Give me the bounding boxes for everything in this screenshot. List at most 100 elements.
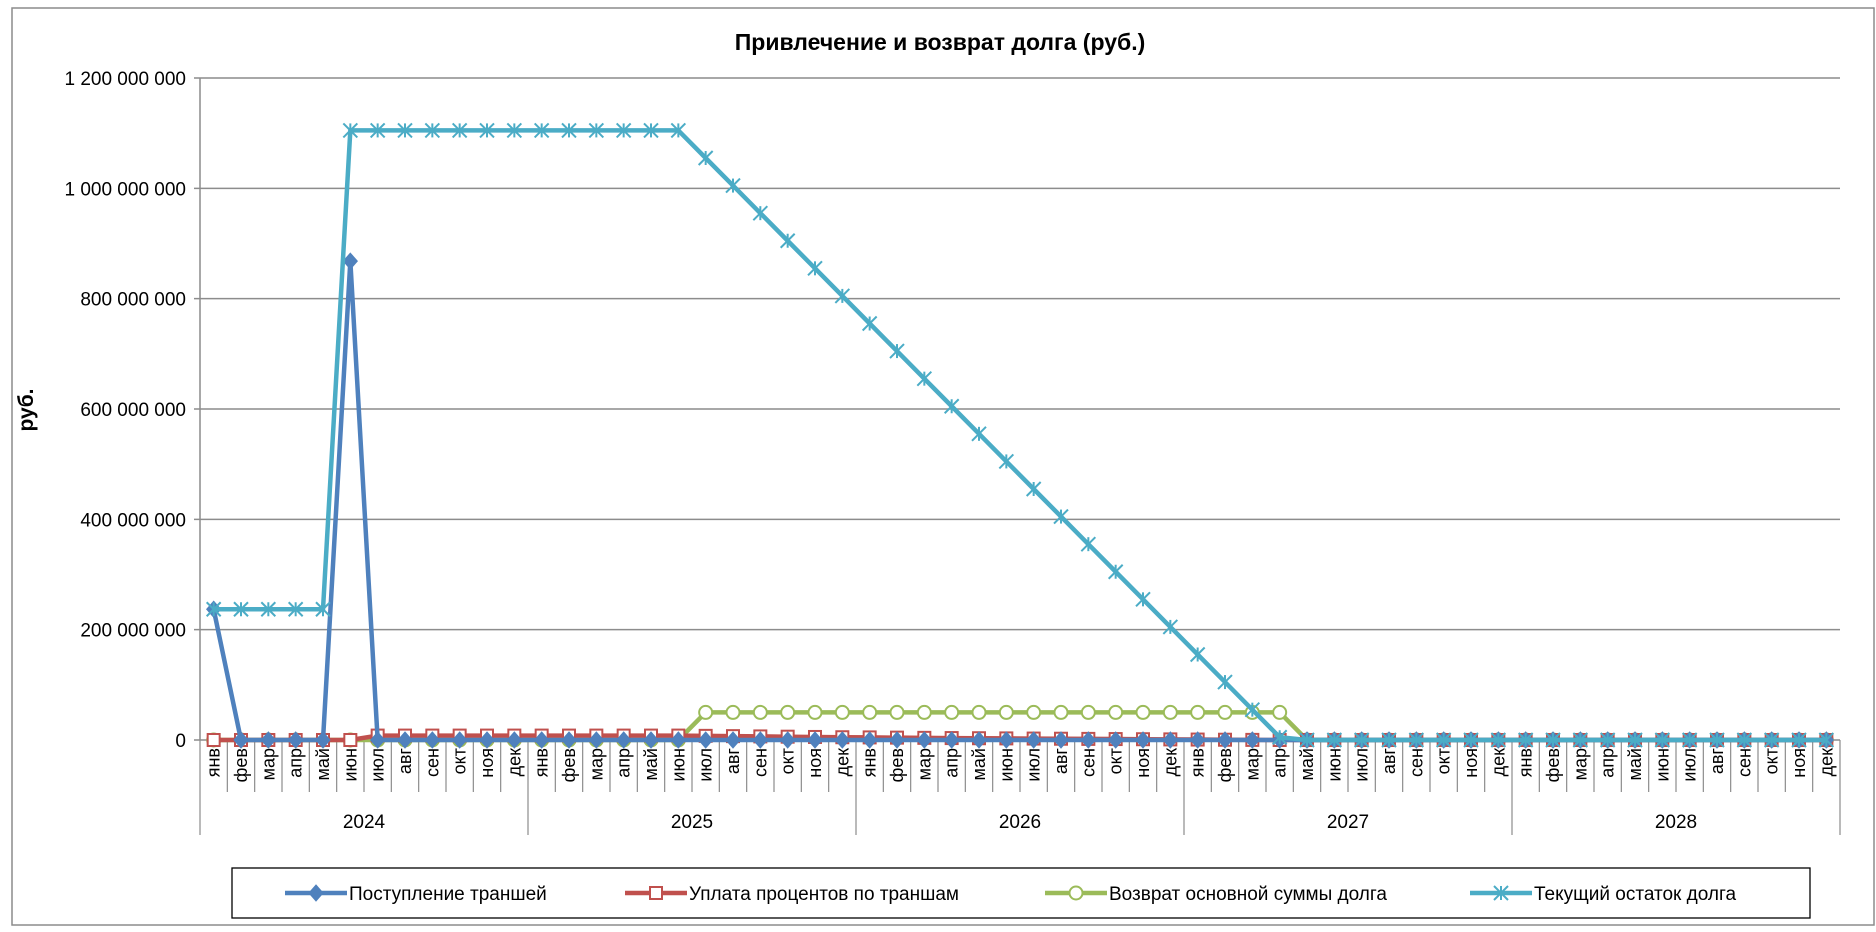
x-year-label: 2027 [1327,812,1369,833]
x-month-label: ноя [1461,748,1481,778]
data-point [534,731,550,749]
x-month-label: апр [1270,748,1290,778]
data-point [698,704,714,720]
data-point [1353,732,1370,748]
data-point [807,704,823,720]
legend-item-1: Уплата процентов по траншам [625,884,959,905]
data-point [1272,704,1288,720]
x-month-label: июл [1680,748,1700,782]
x-month-label: фев [231,748,251,782]
data-point [1217,704,1233,720]
data-point [1026,704,1042,720]
x-month-label: июл [1352,748,1372,782]
x-month-label: мар [258,748,278,780]
data-point [233,731,249,749]
data-point [779,233,796,249]
x-month-label: май [1625,748,1645,780]
data-point [1517,732,1534,748]
data-point [725,731,741,749]
data-point [1080,731,1096,749]
data-point [725,177,741,194]
x-month-label: ноя [1133,748,1153,778]
x-month-label: июн [668,748,688,782]
x-month-label: мар [914,748,934,780]
x-month-label: янв [204,748,224,777]
y-tick-label: 200 000 000 [80,621,186,642]
data-point [889,704,905,720]
x-month-label: авг [1379,748,1399,775]
x-month-label: июл [696,748,716,782]
legend-swatch-marker [1493,885,1509,901]
data-point [315,601,331,617]
data-point [1162,619,1179,635]
x-month-label: дек [504,748,524,777]
data-point [1435,732,1452,748]
data-point [1107,564,1124,580]
legend-label: Текущий остаток долга [1534,884,1736,905]
data-point [889,343,905,359]
x-month-label: окт [450,748,470,774]
data-point [670,731,686,749]
data-point [916,704,932,720]
x-month-label: апр [286,748,306,778]
data-point [287,601,304,617]
data-point [1135,731,1151,749]
data-point [1162,704,1178,720]
data-point [533,122,550,139]
legend-swatch-marker [1068,885,1084,901]
data-point [369,122,386,139]
data-point [561,122,577,139]
y-tick-label: 400 000 000 [80,510,186,531]
chart-border [11,7,1875,926]
x-month-label: янв [860,748,880,777]
x-month-label: окт [1434,748,1454,774]
data-point [1681,732,1698,748]
y-axis-label: руб. [15,388,38,431]
data-point [998,453,1015,470]
data-point [1271,729,1288,745]
x-year-label: 2024 [343,812,386,833]
data-point [1135,591,1151,608]
data-point [752,704,768,720]
x-month-label: авг [1707,748,1727,775]
data-point [1818,732,1835,748]
series-line [213,128,1827,743]
x-month-label: окт [1106,748,1126,774]
x-month-label: май [313,748,333,780]
y-tick-label: 0 [175,731,186,752]
x-month-label: ноя [1789,748,1809,778]
x-month-label: авг [395,748,415,775]
x-month-label: июн [1652,748,1672,782]
data-point [1763,732,1780,748]
x-year-label: 2026 [999,812,1041,833]
data-point [971,731,987,749]
data-point [1490,732,1507,748]
data-point [889,731,905,749]
data-point [752,731,768,749]
x-month-label: сен [1078,748,1098,777]
x-month-label: фев [1543,748,1563,782]
data-point [1572,732,1589,748]
data-point [1053,731,1069,749]
y-tick-label: 1 200 000 000 [64,69,186,90]
data-point [1299,732,1315,748]
data-point [288,731,304,749]
data-point [834,704,850,720]
data-point [834,288,851,304]
legend-label: Поступление траншей [349,884,547,905]
data-point [479,731,495,749]
data-point [315,731,331,749]
data-point [807,731,823,749]
data-point [1135,704,1151,720]
x-month-label: сен [422,748,442,777]
data-point [1217,674,1233,690]
x-month-label: апр [942,748,962,778]
data-point [752,205,769,221]
x-month-label: ноя [477,748,497,778]
data-point [643,122,659,139]
x-month-label: сен [1406,748,1426,777]
data-point [370,731,386,749]
x-month-label: дек [1816,748,1836,777]
data-point [780,731,796,749]
